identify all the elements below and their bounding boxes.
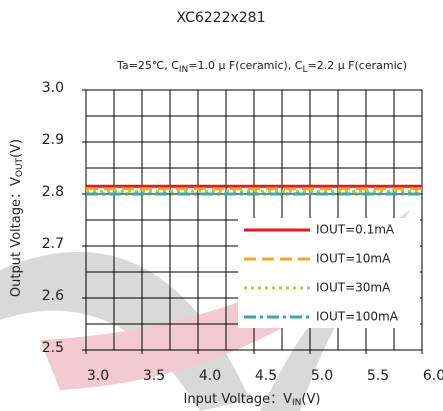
x-tick-label: 3.5 <box>143 368 165 384</box>
legend-label: IOUT=100mA <box>316 310 399 324</box>
subtitle: Ta=25℃, CIN=1.0 μ F(ceramic), CL=2.2 μ F… <box>116 59 407 75</box>
x-tick-label: 4.5 <box>255 368 277 384</box>
y-tick-label: 3.0 <box>42 80 64 96</box>
y-tick-label: 2.6 <box>42 288 64 304</box>
legend-label: IOUT=0.1mA <box>316 223 395 237</box>
y-axis-label: Output Voltage：VOUT(V) <box>9 139 25 297</box>
x-tick-label: 3.0 <box>87 368 109 384</box>
chart-title: XC6222x281 <box>177 10 266 26</box>
x-tick-label: 6.0 <box>423 368 443 384</box>
y-tick-label: 2.5 <box>42 340 64 356</box>
x-axis-label: Input Voltage：VIN(V) <box>184 392 321 408</box>
x-tick-label: 5.0 <box>311 368 333 384</box>
legend: IOUT=0.1mA IOUT=10mA IOUT=30mA IOUT=100mA <box>238 218 420 328</box>
y-tick-label: 2.9 <box>42 132 64 148</box>
y-tick-label: 2.7 <box>42 236 64 252</box>
y-tick-label: 2.8 <box>42 184 64 200</box>
legend-label: IOUT=10mA <box>316 252 391 266</box>
legend-box <box>238 218 420 328</box>
x-tick-label: 5.5 <box>367 368 389 384</box>
legend-label: IOUT=30mA <box>316 281 391 295</box>
x-tick-label: 4.0 <box>199 368 221 384</box>
